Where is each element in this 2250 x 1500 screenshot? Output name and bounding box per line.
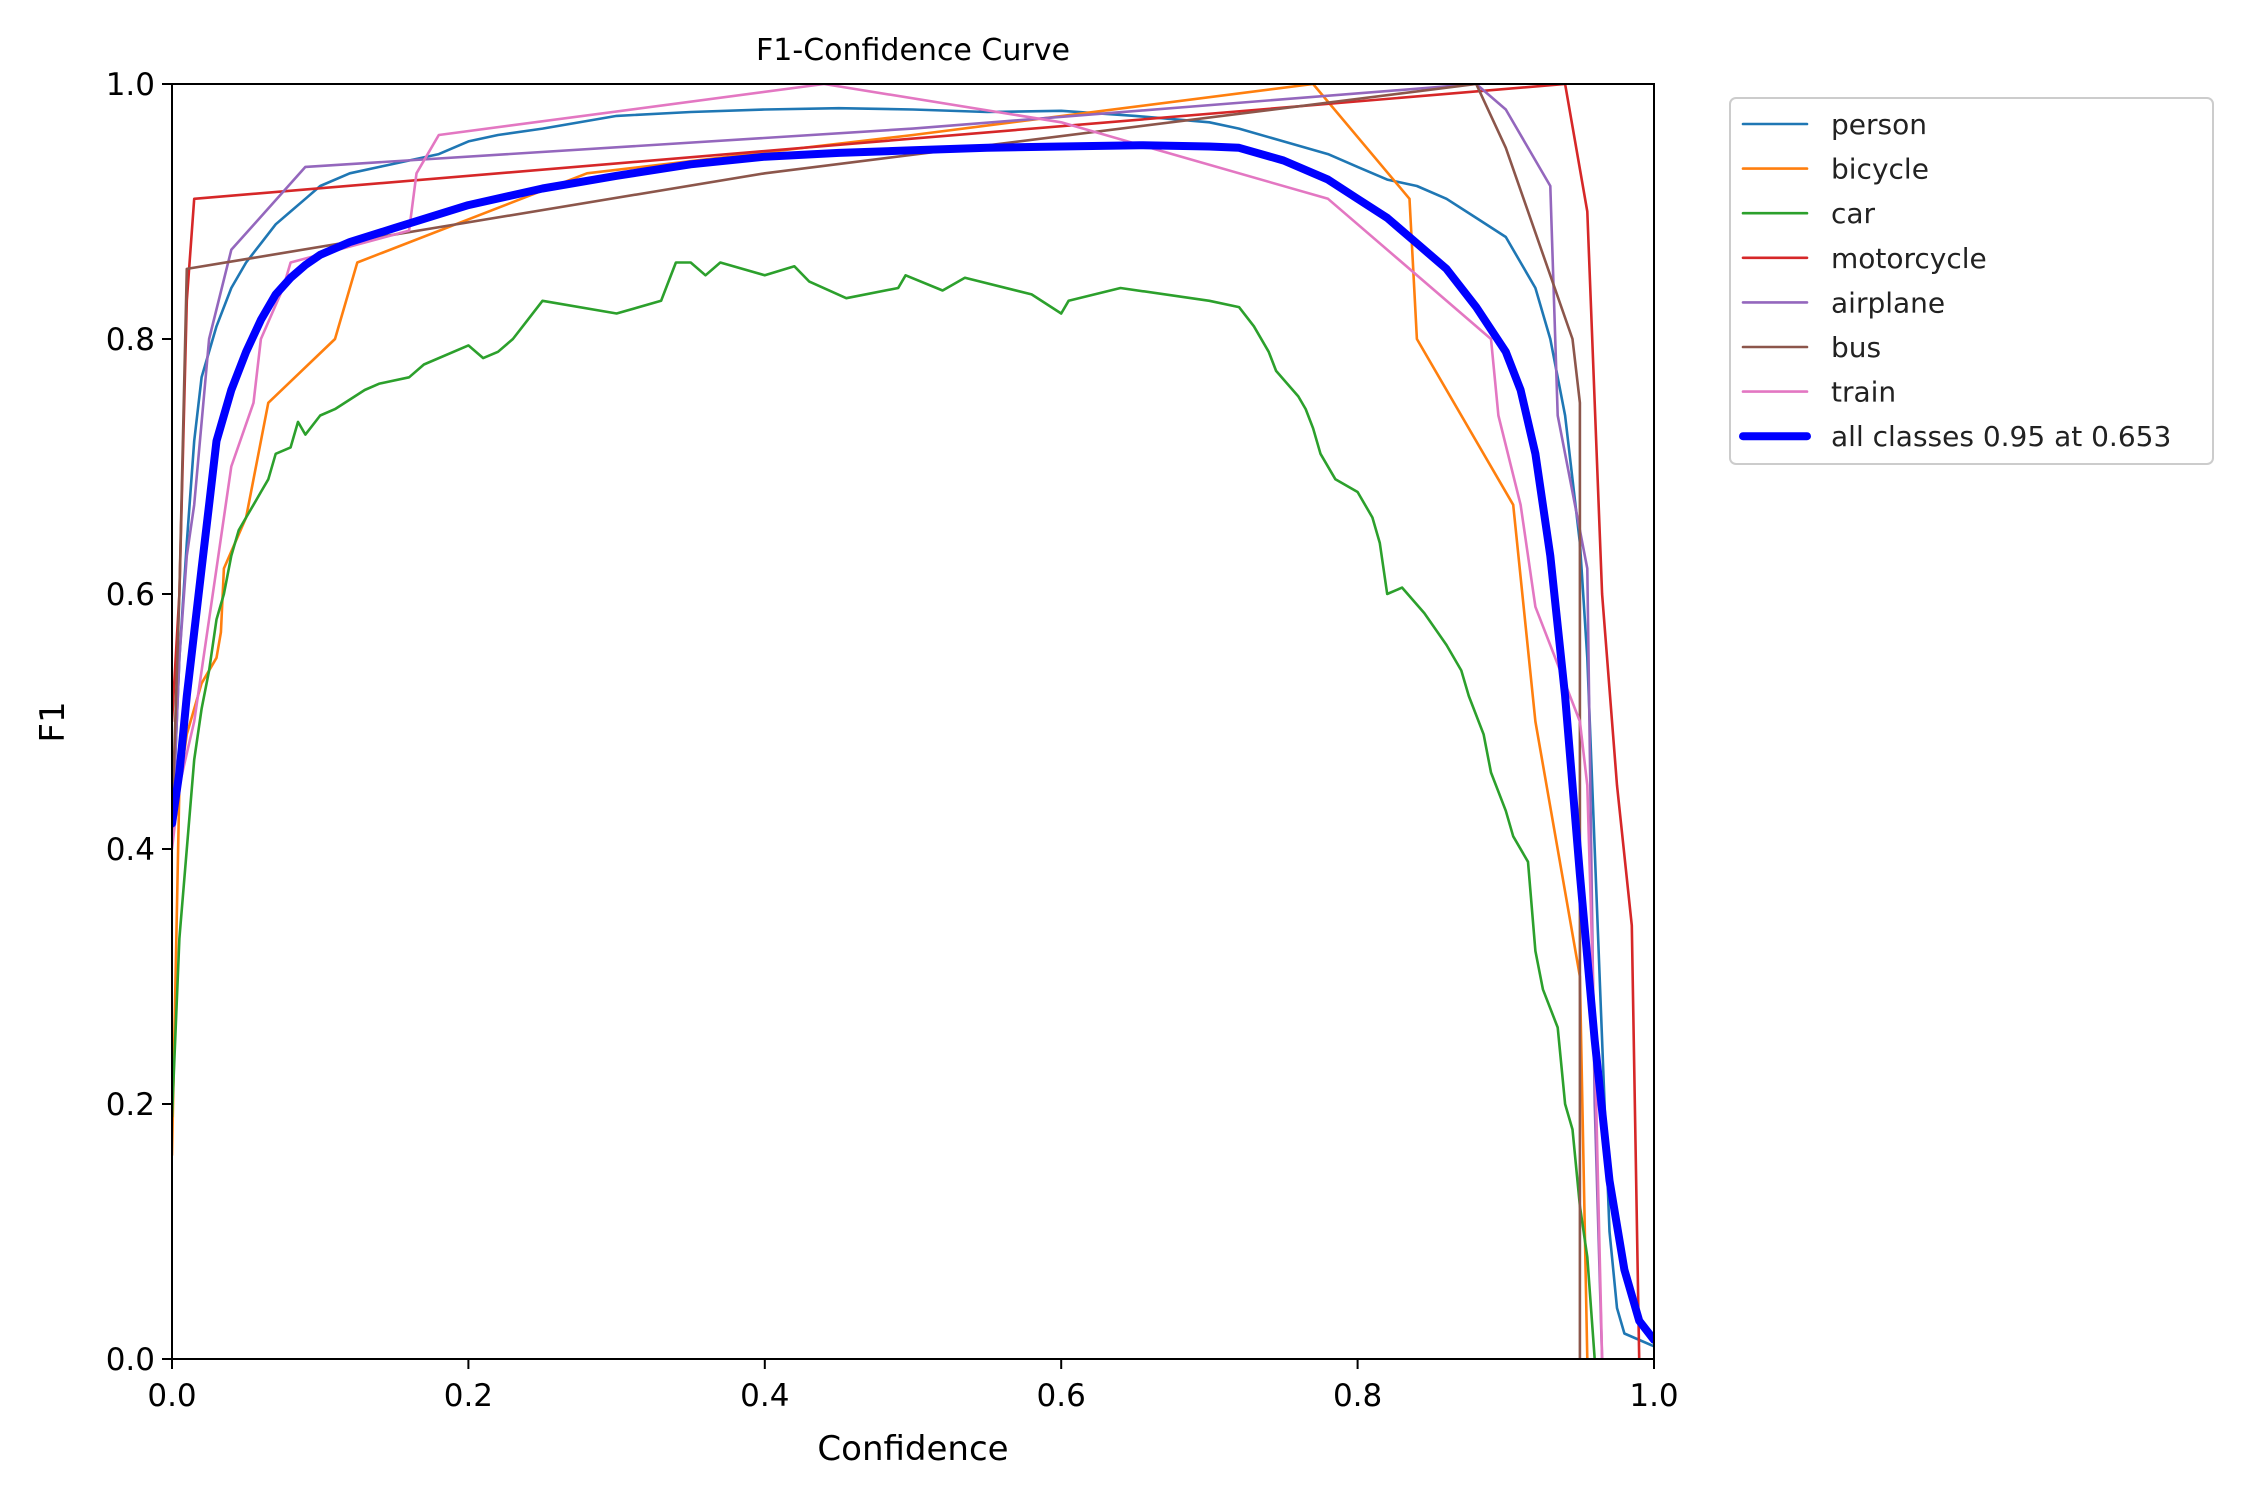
legend-label-person: person bbox=[1831, 108, 1927, 141]
y-tick-label: 0.2 bbox=[106, 1087, 155, 1123]
y-tick-label: 1.0 bbox=[106, 67, 155, 103]
plot-frame bbox=[171, 83, 1655, 1360]
x-axis: 0.0 0.2 0.4 0.6 0.8 1.0 bbox=[147, 1359, 1679, 1414]
legend-label-car: car bbox=[1831, 197, 1876, 230]
y-tick-label: 0.4 bbox=[106, 832, 155, 868]
series-line-bus bbox=[172, 84, 1582, 1359]
y-tick-label: 0.6 bbox=[106, 577, 155, 613]
y-tick-label: 0.8 bbox=[106, 322, 155, 358]
legend-label-motorcycle: motorcycle bbox=[1831, 242, 1987, 275]
legend-label-all-classes-0-95-at-0-653: all classes 0.95 at 0.653 bbox=[1831, 420, 2171, 453]
legend-label-airplane: airplane bbox=[1831, 286, 1945, 319]
legend: person bicycle car motorcycle airplane bus tra… bbox=[1729, 97, 2214, 465]
legend-label-train: train bbox=[1831, 376, 1896, 409]
series-line-bicycle bbox=[172, 84, 1589, 1359]
series-line-person bbox=[172, 106, 1654, 1348]
x-tick-label: 1.0 bbox=[1629, 1378, 1678, 1414]
series-line-car bbox=[172, 261, 1596, 1359]
x-axis-label: Confidence bbox=[817, 1429, 1008, 1469]
x-tick-label: 0.2 bbox=[444, 1378, 493, 1414]
x-tick-label: 0.4 bbox=[740, 1378, 789, 1414]
series-line-airplane bbox=[172, 84, 1604, 1359]
x-tick-label: 0.0 bbox=[147, 1378, 196, 1414]
series-layer bbox=[172, 84, 1654, 1359]
x-tick-label: 0.8 bbox=[1333, 1378, 1382, 1414]
y-axis: 0.0 0.2 0.4 0.6 0.8 1.0 bbox=[106, 67, 172, 1378]
chart-title: F1-Confidence Curve bbox=[756, 33, 1070, 68]
x-tick-label: 0.6 bbox=[1037, 1378, 1086, 1414]
y-axis-label: F1 bbox=[33, 701, 73, 742]
legend-box bbox=[1729, 97, 2214, 465]
legend-label-bus: bus bbox=[1831, 331, 1881, 364]
y-tick-label: 0.0 bbox=[106, 1342, 155, 1378]
legend-label-bicycle: bicycle bbox=[1831, 153, 1929, 186]
series-line-all-classes-0-95-at-0-653 bbox=[172, 141, 1654, 1344]
series-line-train bbox=[172, 84, 1604, 1359]
